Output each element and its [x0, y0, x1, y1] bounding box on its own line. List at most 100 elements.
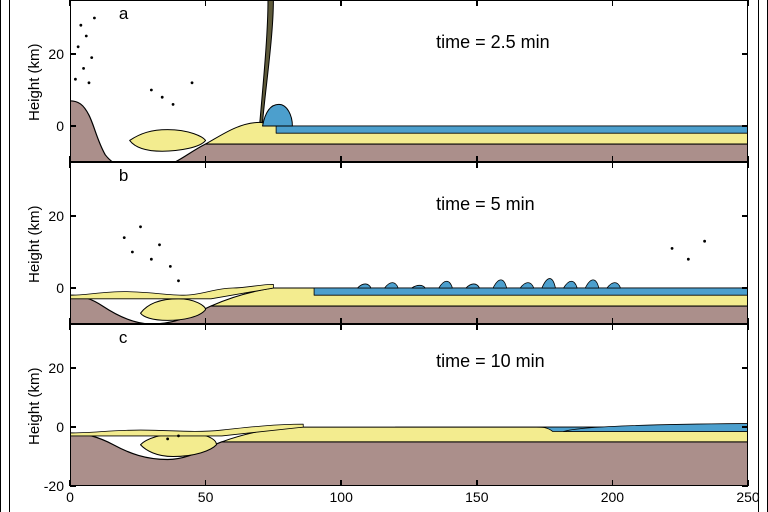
layer-sediment-lobe — [130, 130, 206, 152]
ytick-label: 20 — [48, 47, 70, 61]
xtick-mark — [747, 162, 749, 168]
xtick-mark — [69, 162, 71, 168]
debris-dot — [687, 258, 690, 261]
water-wave-0 — [357, 284, 371, 288]
xtick-mark — [612, 162, 614, 168]
ytick-mark — [70, 367, 76, 369]
panel-c-plot — [70, 324, 748, 486]
ytick-label: 0 — [56, 119, 70, 133]
xtick-mark — [612, 0, 614, 6]
ytick-label: 20 — [48, 209, 70, 223]
ytick-mark — [742, 287, 748, 289]
xtick-mark — [340, 324, 342, 330]
water-wave-2 — [412, 285, 426, 288]
xtick-mark — [476, 0, 478, 6]
panel-c-time-label: time = 10 min — [436, 351, 545, 372]
ytick-mark — [70, 125, 76, 127]
panel-c: ctime = 10 min-20020050100150200250 — [70, 324, 748, 486]
ytick-mark — [742, 125, 748, 127]
debris-dot — [77, 45, 80, 48]
debris-dot — [671, 247, 674, 250]
panel-a-plot — [70, 0, 748, 162]
panel-b-time-label: time = 5 min — [436, 194, 535, 215]
ytick-mark — [70, 53, 76, 55]
xtick-mark — [747, 0, 749, 6]
xtick-mark — [205, 0, 207, 6]
layer-ejecta-curtain — [260, 0, 274, 122]
panel-a: atime = 2.5 min020 — [70, 0, 748, 162]
panel-c-ylabel: Height (km) — [26, 367, 43, 445]
xtick-mark — [476, 162, 478, 168]
water-wave-6 — [520, 283, 534, 288]
layer-water-bulge — [564, 424, 748, 432]
xtick-mark — [747, 324, 749, 330]
panel-a-ylabel: Height (km) — [26, 43, 43, 121]
xtick-label: 150 — [465, 486, 488, 504]
debris-dot — [166, 437, 169, 440]
ytick-mark — [70, 426, 76, 428]
layer-water-main — [276, 126, 748, 133]
xtick-label: 50 — [198, 486, 214, 504]
ytick-mark — [70, 287, 76, 289]
layer-water-splash — [263, 104, 293, 126]
xtick-label: 250 — [736, 486, 759, 504]
ytick-mark — [70, 215, 76, 217]
debris-dot — [79, 24, 82, 27]
debris-dot — [131, 251, 134, 254]
water-wave-8 — [564, 281, 578, 288]
side-rule-right — [758, 0, 768, 512]
debris-dot — [191, 81, 194, 84]
xtick-label: 100 — [330, 486, 353, 504]
water-wave-4 — [466, 284, 480, 288]
xtick-label: 200 — [601, 486, 624, 504]
debris-dot — [177, 435, 180, 438]
water-wave-3 — [439, 281, 453, 288]
water-wave-5 — [493, 280, 507, 288]
debris-dot — [161, 96, 164, 99]
xtick-label: 0 — [66, 486, 74, 504]
panel-a-letter: a — [119, 4, 128, 24]
water-wave-1 — [385, 283, 399, 288]
xtick-mark — [205, 324, 207, 330]
xtick-mark — [69, 0, 71, 6]
xtick-mark — [476, 324, 478, 330]
xtick-mark — [205, 162, 207, 168]
panel-b-letter: b — [119, 166, 128, 186]
ytick-label: 0 — [56, 281, 70, 295]
debris-dot — [139, 225, 142, 228]
layer-water-main — [314, 288, 748, 295]
panel-b: btime = 5 min020 — [70, 162, 748, 324]
debris-dot — [93, 17, 96, 20]
debris-dot — [150, 89, 153, 92]
water-wave-7 — [542, 279, 556, 288]
ytick-label: 20 — [48, 361, 70, 375]
xtick-mark — [340, 0, 342, 6]
ytick-mark — [742, 426, 748, 428]
water-wave-9 — [585, 280, 599, 288]
ytick-mark — [742, 367, 748, 369]
debris-dot — [172, 103, 175, 106]
panel-a-time-label: time = 2.5 min — [436, 32, 550, 53]
xtick-mark — [612, 324, 614, 330]
debris-dot — [74, 78, 77, 81]
ytick-label: 0 — [56, 420, 70, 434]
debris-dot — [703, 240, 706, 243]
debris-dot — [169, 265, 172, 268]
panel-c-letter: c — [119, 328, 128, 348]
debris-dot — [82, 67, 85, 70]
debris-dot — [123, 236, 126, 239]
ytick-mark — [742, 215, 748, 217]
ytick-mark — [742, 53, 748, 55]
water-wave-10 — [607, 283, 621, 288]
debris-dot — [88, 81, 91, 84]
xtick-mark — [340, 162, 342, 168]
side-rule-left — [0, 0, 10, 512]
panel-b-plot — [70, 162, 748, 324]
debris-dot — [90, 56, 93, 59]
xtick-mark — [69, 324, 71, 330]
panel-b-ylabel: Height (km) — [26, 205, 43, 283]
debris-dot — [150, 258, 153, 261]
debris-dot — [85, 35, 88, 38]
debris-dot — [177, 279, 180, 282]
debris-dot — [158, 243, 161, 246]
